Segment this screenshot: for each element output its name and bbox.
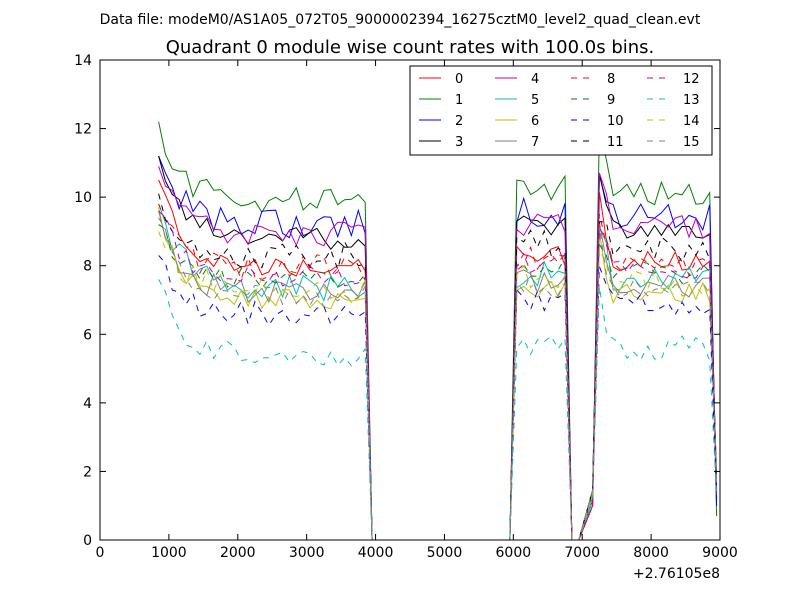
x-tick-label: 5000 (427, 545, 463, 561)
x-tick-label: 1000 (151, 545, 187, 561)
x-tick-label: 2000 (220, 545, 256, 561)
x-tick-label: 8000 (633, 545, 669, 561)
x-tick-label: 9000 (702, 545, 738, 561)
legend-label-1: 1 (455, 93, 463, 108)
series-line-11 (158, 193, 718, 541)
legend-box (409, 65, 713, 156)
legend-label-0: 0 (455, 72, 463, 87)
chart-title: Quadrant 0 module wise count rates with … (166, 37, 655, 58)
legend-label-2: 2 (455, 114, 463, 129)
series-line-15 (158, 217, 718, 541)
y-tick-label: 14 (74, 53, 92, 69)
y-tick-label: 10 (74, 190, 92, 206)
legend-label-3: 3 (455, 135, 463, 150)
series-line-10 (158, 255, 718, 541)
legend-label-9: 9 (607, 93, 615, 108)
legend-label-4: 4 (531, 72, 539, 87)
y-tick-label: 12 (74, 122, 92, 138)
legend-label-8: 8 (607, 72, 615, 87)
figure-suptitle: Data file: modeM0/AS1A05_072T05_90000023… (100, 12, 701, 28)
x-tick-label: 7000 (564, 545, 600, 561)
series-line-12 (158, 210, 718, 541)
series-line-5 (158, 203, 718, 541)
legend-label-11: 11 (607, 135, 624, 150)
x-tick-label: 4000 (358, 545, 394, 561)
series-line-8 (158, 203, 718, 541)
series-layer (158, 121, 718, 541)
legend-label-15: 15 (683, 135, 700, 150)
legend-label-7: 7 (531, 135, 539, 150)
y-tick-label: 8 (83, 259, 92, 275)
y-tick-label: 0 (83, 533, 92, 549)
legend-label-13: 13 (683, 93, 700, 108)
legend-label-10: 10 (607, 114, 624, 129)
y-tick-label: 4 (83, 396, 92, 412)
legend-label-6: 6 (531, 114, 539, 129)
y-tick-label: 6 (83, 327, 92, 343)
x-tick-label: 6000 (496, 545, 532, 561)
series-line-6 (158, 207, 718, 541)
legend-label-5: 5 (531, 93, 539, 108)
series-line-9 (158, 224, 718, 541)
series-line-13 (158, 279, 718, 541)
x-offset-label: +2.76105e8 (633, 566, 720, 582)
y-tick-label: 2 (83, 464, 92, 480)
axis-ticks: 0 1000 2000 3000 4000 5000 6000 7000 8000 9000 0 2 4… (74, 53, 738, 561)
plot-frame (99, 59, 721, 541)
series-line-4 (158, 166, 718, 541)
x-tick-label: 3000 (289, 545, 325, 561)
series-line-2 (158, 155, 718, 541)
legend-label-12: 12 (683, 72, 700, 87)
series-line-1 (158, 121, 718, 541)
x-tick-label: 0 (96, 545, 105, 561)
legend-label-14: 14 (683, 114, 700, 129)
series-line-3 (158, 155, 718, 541)
